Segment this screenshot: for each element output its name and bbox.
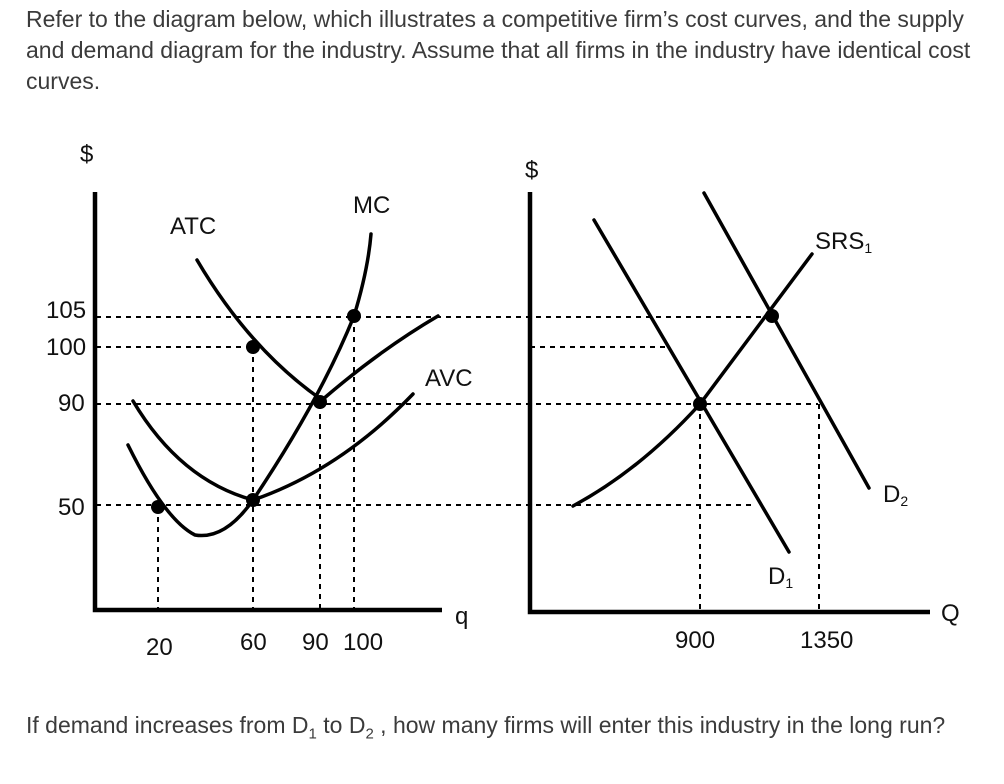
tick-105: 105 (46, 297, 86, 324)
mc-curve (126, 232, 373, 538)
srs1-curve (571, 252, 814, 508)
mc-label: MC (353, 192, 390, 219)
industry-axes (527, 192, 930, 615)
point-Q1350 (765, 309, 779, 323)
firm-y-axis-label: $ (80, 141, 93, 168)
tick-50: 50 (58, 494, 85, 521)
tick-q90: 90 (302, 629, 329, 656)
firm-x-axis-label: q (455, 603, 468, 630)
point-Q900 (693, 397, 707, 411)
point-q20-50 (151, 500, 165, 514)
tick-100: 100 (46, 334, 86, 361)
atc-label: ATC (170, 213, 216, 240)
point-q100-105 (347, 309, 361, 323)
srs1-label: SRS1 (815, 228, 872, 256)
industry-x-axis-label: Q (941, 600, 960, 627)
atc-curve (195, 258, 440, 403)
d1-label: D1 (768, 563, 793, 591)
tick-Q1350: 1350 (800, 627, 853, 654)
firm-panel: $ ATC MC AVC q 105 100 90 50 20 60 (46, 141, 818, 661)
d2-curve (702, 191, 871, 490)
tick-Q900: 900 (675, 627, 715, 654)
avc-curve (131, 392, 415, 502)
tick-90: 90 (58, 390, 85, 417)
point-q90-90 (313, 395, 327, 409)
d1-curve (592, 218, 791, 554)
firm-axes (92, 192, 442, 613)
avc-label: AVC (425, 365, 473, 392)
point-q60-100 (246, 340, 260, 354)
prompt-text: Refer to the diagram below, which illust… (26, 6, 971, 94)
d2-label: D2 (883, 481, 908, 509)
point-q60-50 (246, 493, 260, 507)
industry-y-axis-label: $ (525, 157, 538, 184)
tick-q100: 100 (343, 629, 383, 656)
question-text: If demand increases from D1 to D2 , how … (26, 712, 946, 743)
industry-panel: $ SRS1 D1 D2 Q 900 1350 (525, 157, 960, 654)
tick-q20: 20 (146, 634, 173, 661)
tick-q60: 60 (240, 629, 267, 656)
